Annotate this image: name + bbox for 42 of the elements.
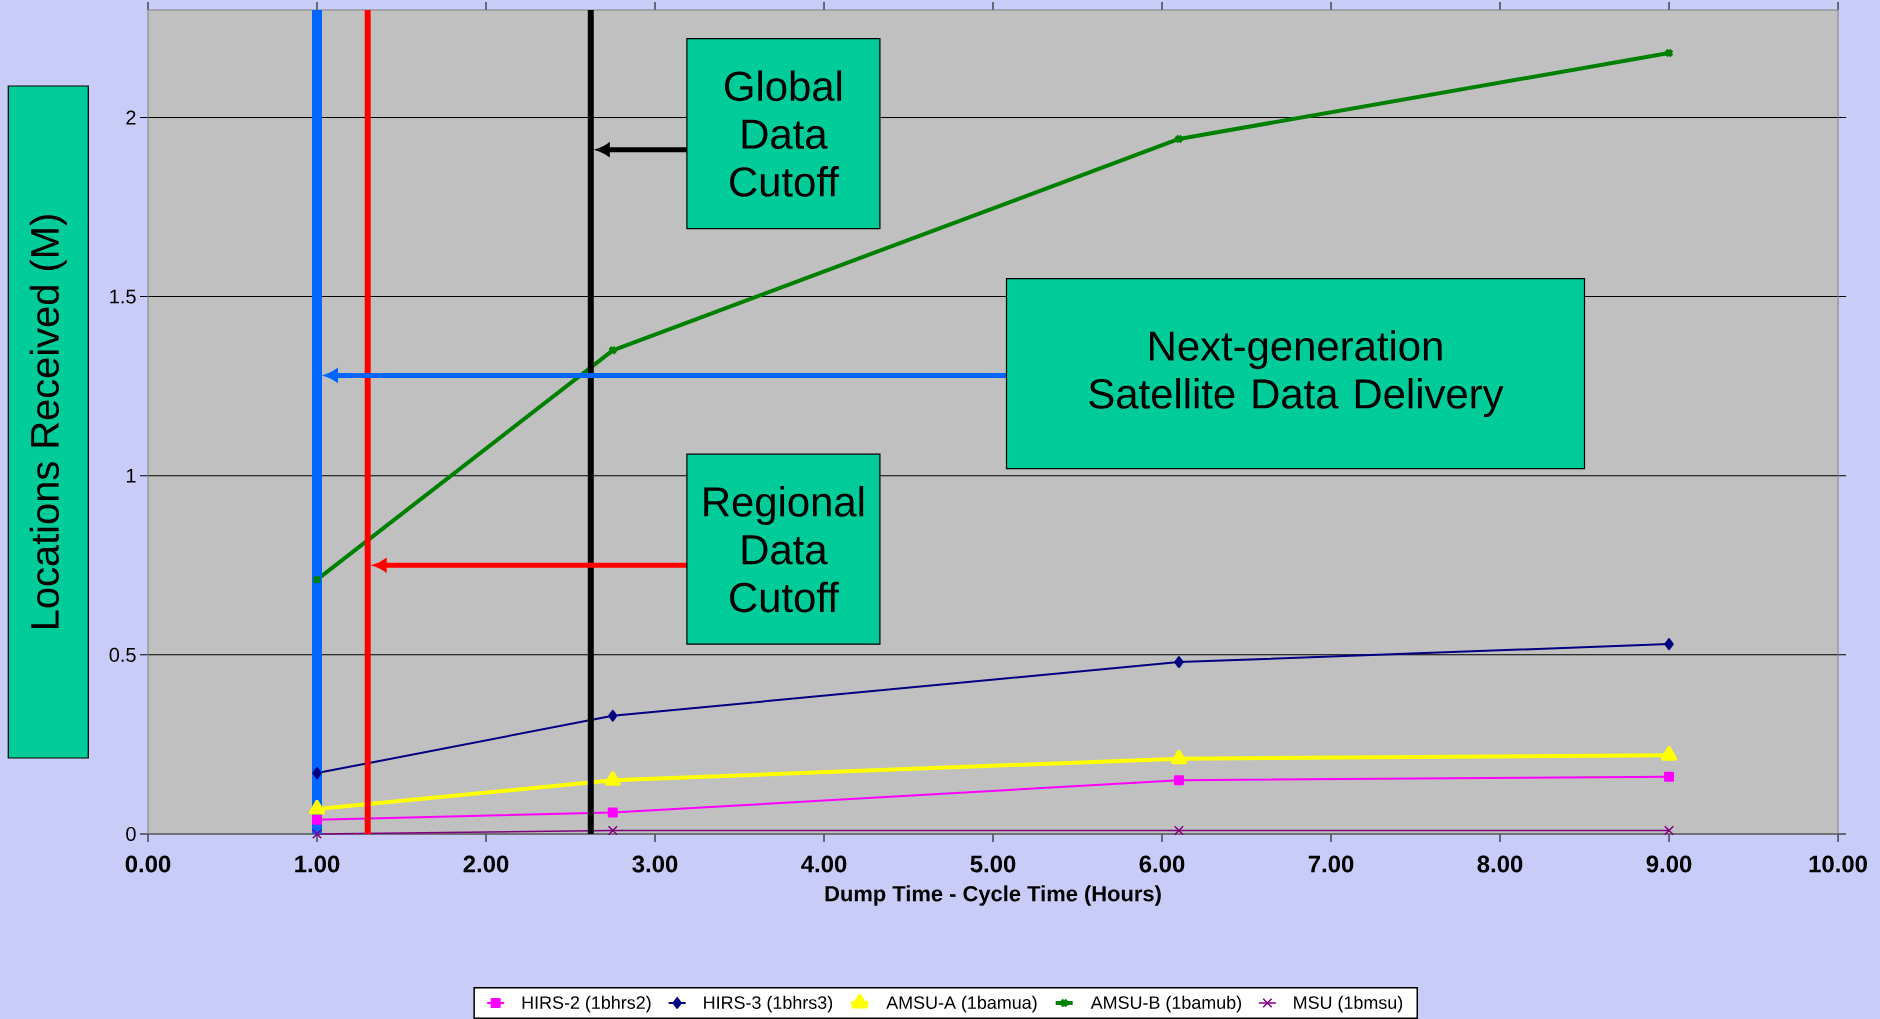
legend-label: MSU (1bmsu) — [1294, 995, 1403, 1013]
legend-label: HIRS-2 (1bhrs2) — [522, 995, 651, 1013]
x-tick-label: 1.00 — [295, 855, 340, 873]
point — [607, 807, 618, 818]
annotation: Regional Data Cutoff — [704, 486, 864, 613]
point — [608, 709, 618, 722]
legend-label: AMSU-B (1bamub) — [1090, 995, 1242, 1013]
point — [1660, 746, 1678, 761]
x-tick-label: 4.00 — [801, 855, 847, 873]
x-tick-label: 10.00 — [1809, 855, 1867, 873]
y-tick-label: 0 — [126, 826, 136, 842]
annotation: Global Data Cutoff — [725, 70, 842, 197]
point — [1173, 825, 1184, 836]
point — [607, 825, 618, 836]
point — [1664, 825, 1675, 836]
y-tick-label: 0.5 — [109, 647, 136, 662]
point — [1170, 749, 1187, 765]
x-tick-label: 0.00 — [125, 855, 171, 873]
point — [1174, 656, 1184, 669]
point — [604, 771, 621, 786]
y-axis-title: Locations Received (M) — [29, 215, 67, 629]
x-tick-label: 5.00 — [970, 855, 1016, 873]
point — [312, 767, 322, 780]
annotation: Next-generation Satellite Data Delivery — [1089, 330, 1504, 418]
x-tick-label: 9.00 — [1646, 855, 1692, 873]
legend-label: AMSU-A (1bamua) — [886, 995, 1037, 1013]
point — [1173, 775, 1184, 786]
point — [312, 829, 322, 839]
y-tick-label: 1.5 — [110, 289, 136, 304]
point — [312, 814, 323, 825]
x-axis-title: Dump Time - Cycle Time (Hours) — [825, 885, 1161, 906]
x-tick-label: 6.00 — [1139, 855, 1185, 873]
x-tick-label: 7.00 — [1308, 855, 1354, 873]
point — [1664, 638, 1674, 651]
x-tick-label: 2.00 — [463, 855, 509, 873]
x-tick-label: 3.00 — [632, 855, 678, 873]
legend-label: HIRS-3 (1bhrs3) — [704, 995, 833, 1013]
x-tick-label: 8.00 — [1477, 855, 1523, 873]
y-tick-label: 2 — [126, 110, 136, 125]
point — [1664, 771, 1675, 782]
point — [308, 799, 326, 815]
y-tick-label: 1 — [126, 468, 136, 483]
